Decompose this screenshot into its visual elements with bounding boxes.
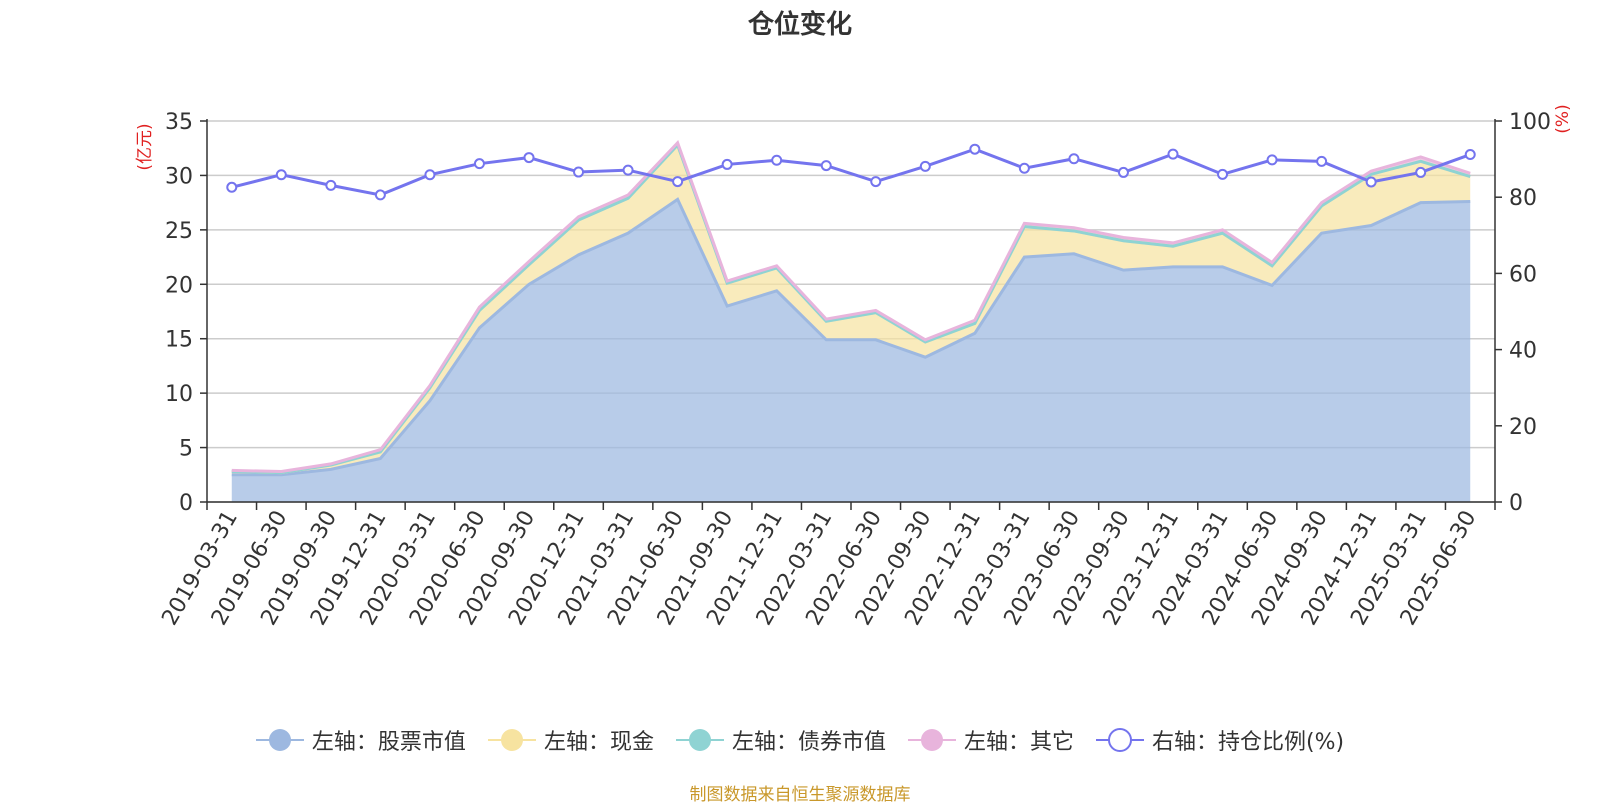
legend-marker-icon <box>907 729 956 751</box>
data-point-holding-ratio <box>374 189 386 201</box>
legend-item[interactable]: 左轴：债券市值 <box>675 724 886 756</box>
data-point-holding-ratio <box>226 181 238 193</box>
data-point-holding-ratio <box>870 176 882 188</box>
y-left-axis-label: (亿元) <box>135 123 155 170</box>
area-左轴：股票市值 <box>231 199 1471 502</box>
y-right-tick-label: 60 <box>1509 262 1537 287</box>
y-right-tick-label: 40 <box>1509 339 1537 364</box>
data-point-holding-ratio <box>969 143 981 155</box>
data-point-holding-ratio <box>1365 176 1377 188</box>
legend-label: 左轴：其它 <box>963 730 1074 755</box>
y-right-tick-label: 80 <box>1509 186 1537 211</box>
chart-canvas: 05101520253035020406080100(亿元)(%)2019-03… <box>135 104 1573 629</box>
data-point-holding-ratio <box>919 160 931 172</box>
data-point-holding-ratio <box>424 169 436 181</box>
legend: 左轴：股票市值 左轴：现金 左轴：债券市值 左轴：其它 右轴：持仓比例(%) <box>0 720 1600 760</box>
data-point-holding-ratio <box>275 169 287 181</box>
data-point-holding-ratio <box>672 176 684 188</box>
data-point-holding-ratio <box>1167 148 1179 160</box>
y-left-tick-label: 15 <box>165 328 193 353</box>
data-point-holding-ratio <box>1415 166 1427 178</box>
y-right-tick-label: 100 <box>1509 110 1551 135</box>
legend-marker-icon <box>255 729 304 751</box>
data-point-holding-ratio <box>1266 154 1278 166</box>
data-point-holding-ratio <box>1316 155 1328 167</box>
data-point-holding-ratio <box>573 166 585 178</box>
data-point-holding-ratio <box>325 179 337 191</box>
data-point-holding-ratio <box>622 164 634 176</box>
y-left-tick-label: 0 <box>179 491 193 516</box>
legend-item[interactable]: 左轴：现金 <box>487 724 654 756</box>
data-point-holding-ratio <box>473 158 485 170</box>
legend-item[interactable]: 左轴：股票市值 <box>255 724 466 756</box>
y-left-tick-label: 30 <box>165 164 193 189</box>
data-point-holding-ratio <box>1464 149 1476 161</box>
y-left-tick-label: 10 <box>165 382 193 407</box>
data-point-holding-ratio <box>1117 166 1129 178</box>
y-right-tick-label: 0 <box>1509 491 1523 516</box>
legend-marker-icon <box>1095 728 1144 752</box>
legend-label: 左轴：债券市值 <box>731 730 886 755</box>
y-left-tick-label: 25 <box>165 219 193 244</box>
source-note: 制图数据来自恒生聚源数据库 <box>689 785 911 805</box>
legend-label: 左轴：股票市值 <box>311 730 466 755</box>
chart-title: 仓位变化 <box>747 10 852 40</box>
data-point-holding-ratio <box>1018 162 1030 174</box>
data-point-holding-ratio <box>523 152 535 164</box>
legend-item[interactable]: 左轴：其它 <box>907 724 1074 756</box>
y-left-tick-label: 35 <box>165 110 193 135</box>
data-point-holding-ratio <box>1217 168 1229 180</box>
y-left-tick-label: 5 <box>179 437 193 462</box>
data-point-holding-ratio <box>721 158 733 170</box>
data-point-holding-ratio <box>771 154 783 166</box>
legend-marker-icon <box>487 729 536 751</box>
series-line-holding-ratio <box>231 147 1471 197</box>
legend-label: 右轴：持仓比例(%) <box>1151 730 1345 755</box>
legend-marker-icon <box>675 729 724 751</box>
data-point-holding-ratio <box>820 160 832 172</box>
series-line-左轴：股票市值 <box>231 197 1471 477</box>
legend-label: 左轴：现金 <box>543 730 654 755</box>
y-left-tick-label: 20 <box>165 273 193 298</box>
y-right-tick-label: 20 <box>1509 415 1537 440</box>
y-right-axis-label: (%) <box>1553 104 1573 133</box>
data-point-holding-ratio <box>1068 153 1080 165</box>
legend-item[interactable]: 右轴：持仓比例(%) <box>1095 724 1345 756</box>
series-line-左轴：其它 <box>231 139 1471 474</box>
